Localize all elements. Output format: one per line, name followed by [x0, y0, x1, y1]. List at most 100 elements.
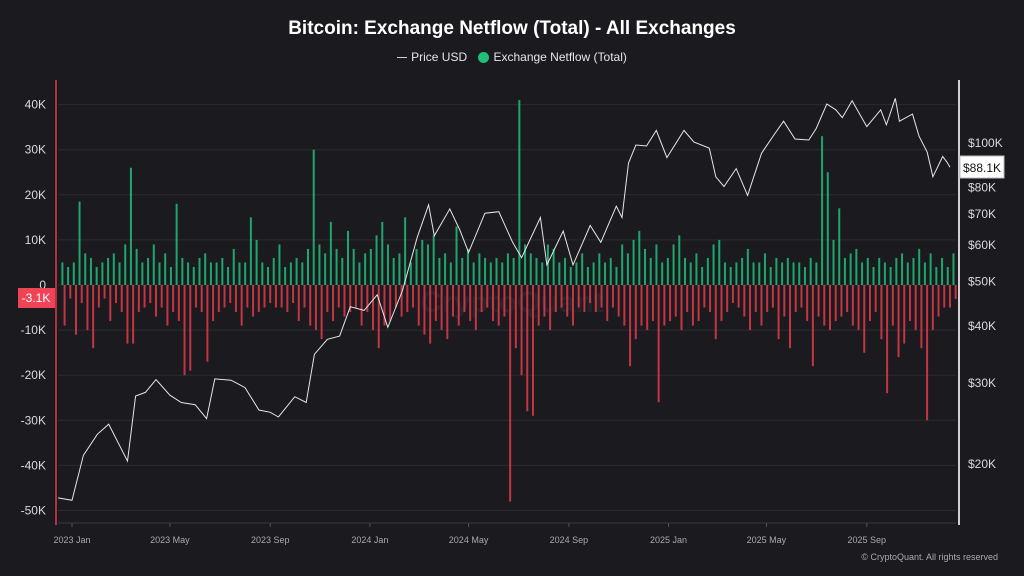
netflow-bar-negative [611, 285, 614, 308]
legend: Price USD Exchange Netflow (Total) [0, 49, 1024, 64]
netflow-bar-positive [529, 253, 532, 285]
y-left-tick-label: 40K [25, 98, 46, 112]
y-left-tick-label: 30K [25, 143, 46, 157]
netflow-bar-positive [723, 262, 726, 285]
y-left-tick-label: -10K [21, 323, 46, 337]
netflow-bar-positive [718, 239, 721, 285]
netflow-bar-positive [272, 257, 275, 285]
netflow-bar-negative [469, 285, 472, 322]
netflow-bar-positive [381, 221, 384, 285]
netflow-bar-positive [438, 257, 441, 285]
netflow-bar-positive [501, 262, 504, 285]
legend-item-price[interactable]: Price USD [397, 49, 467, 64]
netflow-bar-negative [320, 285, 323, 340]
netflow-bar-negative [80, 285, 83, 304]
netflow-bar-positive [843, 257, 846, 285]
netflow-bar-positive [569, 266, 572, 285]
netflow-bar-negative [686, 285, 689, 313]
netflow-bar-negative [480, 285, 483, 313]
netflow-bar-negative [731, 285, 734, 304]
netflow-bar-negative [766, 285, 769, 313]
y-left-tick-label: 0 [39, 278, 46, 292]
netflow-bar-negative [143, 285, 146, 308]
netflow-bar-negative [823, 285, 826, 326]
y-left-tick-label: 10K [25, 233, 46, 247]
netflow-bar-negative [634, 285, 637, 340]
netflow-bar-negative [583, 285, 586, 313]
netflow-bar-negative [851, 285, 854, 326]
netflow-bar-negative [417, 285, 420, 326]
last-price-label: $88.1K [963, 161, 1001, 175]
netflow-bar-positive [267, 266, 270, 285]
netflow-bar-positive [901, 253, 904, 285]
netflow-bar-positive [712, 244, 715, 285]
last-netflow-label: -3.1K [22, 291, 51, 305]
netflow-bar-negative [726, 285, 729, 313]
netflow-bar-positive [158, 262, 161, 285]
netflow-bar-negative [560, 285, 563, 308]
netflow-bar-positive [307, 248, 310, 285]
netflow-bar-positive [952, 253, 955, 285]
netflow-bar-negative [303, 285, 306, 308]
netflow-bar-positive [621, 244, 624, 285]
netflow-bar-positive [455, 226, 458, 285]
netflow-bar-positive [815, 262, 818, 285]
dot-icon [478, 51, 490, 63]
netflow-bar-positive [484, 257, 487, 285]
netflow-bar-positive [775, 257, 778, 285]
netflow-bar-positive [832, 239, 835, 285]
netflow-bar-negative [526, 285, 529, 412]
netflow-bar-negative [154, 285, 157, 317]
netflow-bar-positive [346, 230, 349, 285]
netflow-bar-negative [640, 285, 643, 326]
netflow-bar-negative [663, 285, 666, 326]
netflow-bar-positive [341, 257, 344, 285]
netflow-bar-negative [509, 285, 512, 502]
copyright: © CryptoQuant. All rights reserved [861, 552, 998, 562]
netflow-bar-positive [615, 266, 618, 285]
netflow-bar-positive [187, 262, 190, 285]
netflow-bar-negative [886, 285, 889, 394]
netflow-bar-positive [586, 266, 589, 285]
netflow-bar-negative [840, 285, 843, 317]
netflow-bar-positive [895, 257, 898, 285]
netflow-bar-negative [274, 285, 277, 308]
netflow-bar-negative [503, 285, 506, 317]
netflow-bar-positive [826, 172, 829, 285]
netflow-bar-positive [415, 248, 418, 285]
netflow-bar-negative [92, 285, 95, 349]
netflow-bar-negative [183, 285, 186, 376]
netflow-bar-negative [691, 285, 694, 326]
netflow-bar-positive [649, 257, 652, 285]
netflow-bar-positive [112, 253, 115, 285]
netflow-bar-positive [164, 253, 167, 285]
netflow-bar-positive [632, 239, 635, 285]
y-right-tick-label: $20K [968, 457, 996, 471]
netflow-bar-negative [651, 285, 654, 322]
legend-item-netflow[interactable]: Exchange Netflow (Total) [470, 49, 627, 64]
netflow-bar-negative [868, 285, 871, 322]
netflow-bar-negative [743, 285, 746, 317]
netflow-bar-positive [872, 266, 875, 285]
netflow-bar-negative [115, 285, 117, 304]
netflow-bar-negative [954, 285, 957, 299]
chart-title: Bitcoin: Exchange Netflow (Total) - All … [288, 18, 736, 39]
y-right-tick-label: $60K [968, 238, 996, 252]
netflow-bar-positive [478, 253, 481, 285]
x-tick-label: 2024 Jan [351, 535, 388, 545]
netflow-bar-negative [120, 285, 123, 313]
netflow-bar-positive [889, 266, 892, 285]
netflow-bar-negative [366, 285, 369, 313]
netflow-bar-positive [227, 266, 230, 285]
netflow-bar-positive [809, 257, 812, 285]
netflow-bar-negative [794, 285, 797, 313]
netflow-bar-negative [554, 285, 557, 313]
netflow-bar-negative [771, 285, 774, 308]
netflow-bar-positive [432, 235, 435, 285]
x-tick-label: 2023 Sep [251, 535, 290, 545]
netflow-bar-negative [383, 285, 386, 326]
netflow-bar-positive [666, 257, 669, 285]
netflow-bar-positive [364, 253, 367, 285]
netflow-bar-negative [749, 285, 752, 331]
netflow-bar-negative [194, 285, 197, 308]
